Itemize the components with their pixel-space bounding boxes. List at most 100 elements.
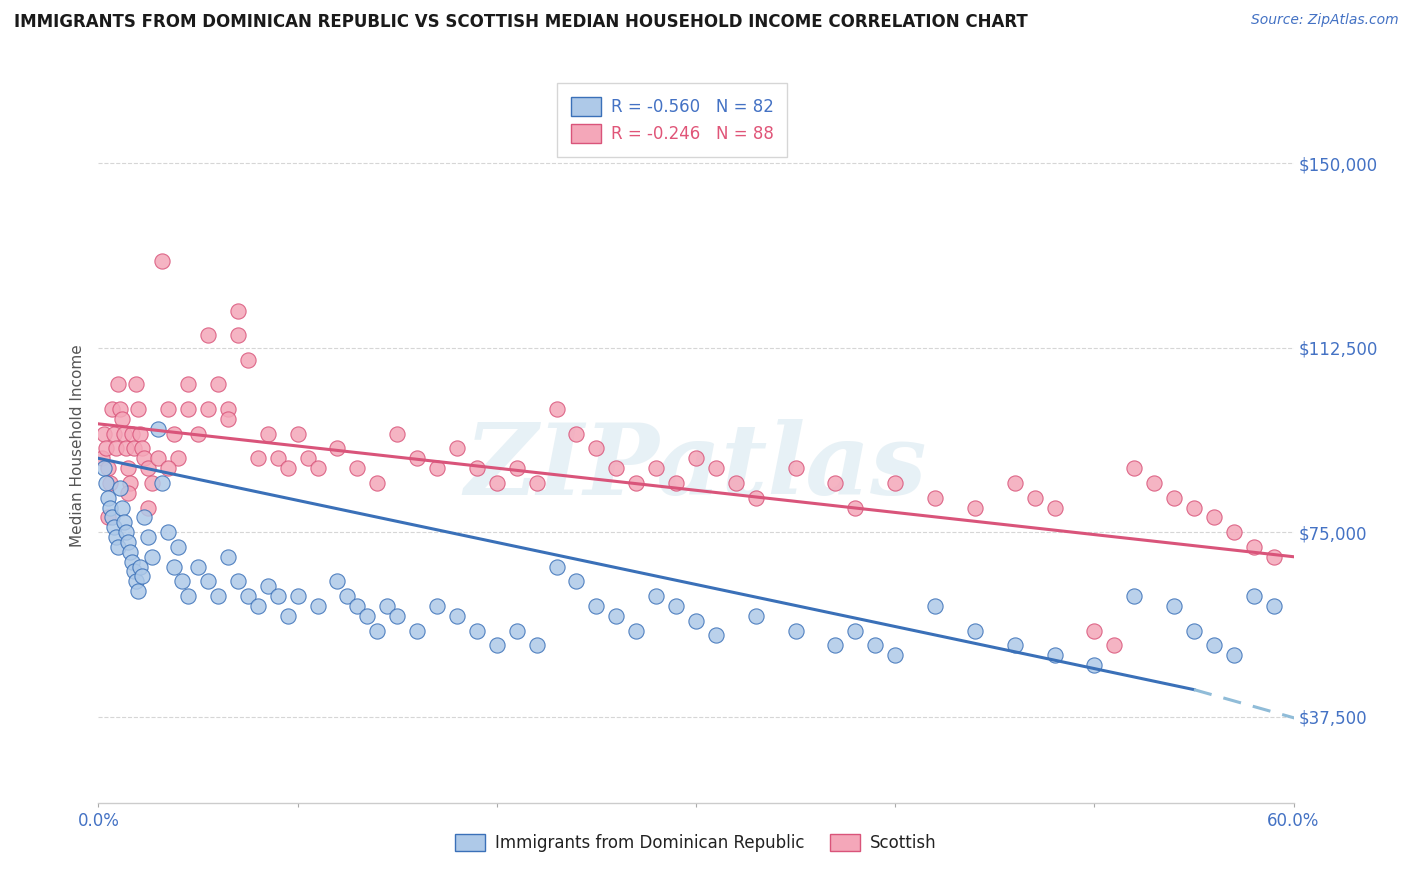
Point	[141, 475, 163, 490]
Point	[1123, 589, 1146, 603]
Point	[506, 461, 529, 475]
Point	[704, 628, 727, 642]
Point	[375, 599, 398, 613]
Point	[277, 461, 299, 475]
Point	[115, 442, 138, 456]
Point	[287, 589, 309, 603]
Point	[117, 535, 139, 549]
Point	[1104, 638, 1126, 652]
Point	[93, 461, 115, 475]
Point	[226, 574, 249, 589]
Point	[236, 589, 259, 603]
Point	[98, 475, 122, 490]
Point	[485, 638, 508, 652]
Point	[136, 461, 159, 475]
Point	[865, 638, 887, 652]
Point	[121, 555, 143, 569]
Point	[406, 624, 429, 638]
Point	[134, 451, 156, 466]
Point	[96, 442, 118, 456]
Point	[148, 422, 170, 436]
Point	[704, 461, 727, 475]
Point	[287, 426, 309, 441]
Point	[406, 451, 429, 466]
Point	[103, 426, 125, 441]
Point	[91, 451, 114, 466]
Point	[526, 638, 548, 652]
Point	[426, 461, 449, 475]
Point	[207, 377, 229, 392]
Point	[163, 559, 186, 574]
Point	[1024, 491, 1046, 505]
Point	[124, 442, 146, 456]
Point	[297, 451, 319, 466]
Point	[1223, 648, 1246, 662]
Point	[96, 475, 118, 490]
Point	[626, 624, 648, 638]
Point	[307, 599, 329, 613]
Point	[307, 461, 329, 475]
Point	[326, 574, 349, 589]
Point	[121, 426, 143, 441]
Point	[844, 624, 866, 638]
Point	[626, 475, 648, 490]
Y-axis label: Median Household Income: Median Household Income	[69, 344, 84, 548]
Point	[177, 402, 200, 417]
Point	[150, 254, 173, 268]
Point	[115, 525, 138, 540]
Point	[127, 402, 149, 417]
Point	[1163, 491, 1185, 505]
Legend: Immigrants from Dominican Republic, Scottish: Immigrants from Dominican Republic, Scot…	[449, 827, 943, 859]
Point	[97, 510, 120, 524]
Text: Source: ZipAtlas.com: Source: ZipAtlas.com	[1251, 13, 1399, 28]
Point	[1083, 658, 1105, 673]
Point	[785, 461, 807, 475]
Point	[724, 475, 747, 490]
Point	[546, 559, 568, 574]
Point	[1243, 540, 1265, 554]
Point	[1004, 475, 1026, 490]
Point	[1143, 475, 1166, 490]
Point	[157, 461, 180, 475]
Point	[148, 451, 170, 466]
Point	[105, 530, 128, 544]
Point	[136, 530, 159, 544]
Point	[236, 352, 259, 367]
Point	[267, 451, 290, 466]
Point	[107, 540, 129, 554]
Point	[246, 599, 269, 613]
Point	[506, 624, 529, 638]
Point	[465, 624, 488, 638]
Point	[197, 328, 219, 343]
Point	[884, 475, 907, 490]
Point	[256, 579, 278, 593]
Point	[665, 599, 688, 613]
Point	[1182, 624, 1205, 638]
Point	[163, 426, 186, 441]
Point	[326, 442, 349, 456]
Point	[1163, 599, 1185, 613]
Point	[197, 402, 219, 417]
Point	[157, 402, 180, 417]
Point	[107, 377, 129, 392]
Point	[1263, 549, 1285, 564]
Point	[356, 608, 378, 623]
Point	[446, 442, 468, 456]
Point	[217, 549, 239, 564]
Point	[197, 574, 219, 589]
Point	[1043, 500, 1066, 515]
Point	[366, 475, 388, 490]
Point	[103, 520, 125, 534]
Point	[526, 475, 548, 490]
Point	[117, 461, 139, 475]
Point	[346, 461, 368, 475]
Point	[134, 510, 156, 524]
Point	[585, 442, 607, 456]
Point	[565, 426, 588, 441]
Text: ZIPatlas: ZIPatlas	[465, 419, 927, 516]
Point	[111, 412, 134, 426]
Point	[110, 481, 132, 495]
Point	[824, 475, 846, 490]
Point	[585, 599, 607, 613]
Point	[465, 461, 488, 475]
